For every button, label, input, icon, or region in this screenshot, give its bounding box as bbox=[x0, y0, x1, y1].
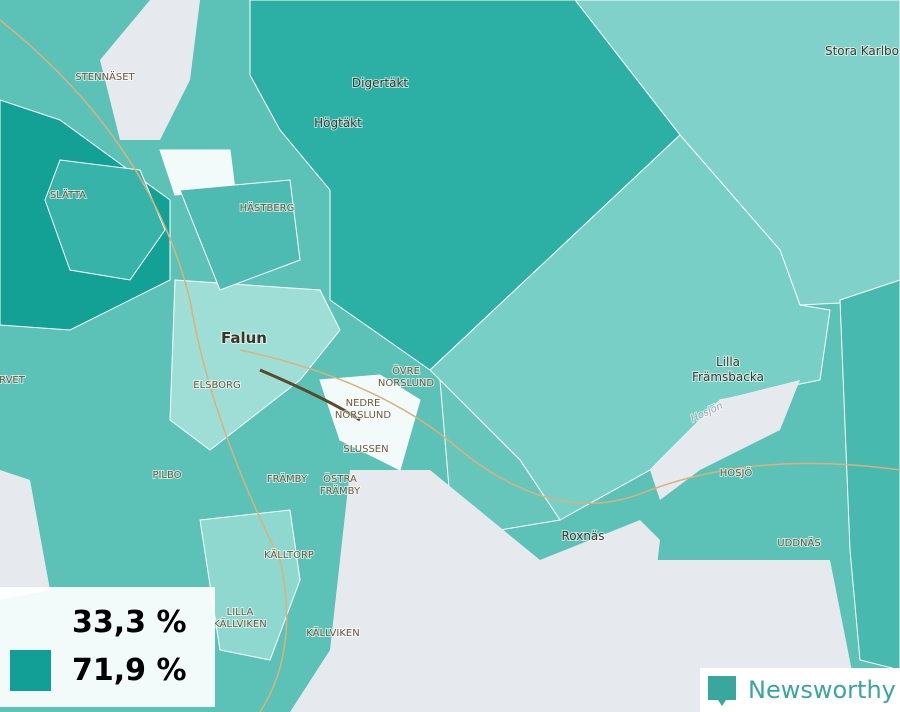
lake bbox=[100, 0, 200, 140]
road bbox=[239, 349, 900, 505]
place-label: STENNÄSET bbox=[75, 70, 135, 83]
place-label: FRÄMBY bbox=[267, 472, 308, 485]
place-label: KÄLLTORP bbox=[264, 548, 314, 561]
place-label: SLUSSEN bbox=[343, 444, 388, 455]
place-label: LILLA bbox=[227, 607, 254, 618]
brand-icon bbox=[708, 676, 736, 706]
railway bbox=[259, 368, 361, 422]
place-label: PILBO bbox=[152, 470, 181, 481]
place-label: SLÄTTA bbox=[50, 188, 86, 201]
region bbox=[44, 159, 166, 281]
place-label: Stora Karlbo bbox=[825, 44, 899, 58]
place-label: Högtäkt bbox=[314, 116, 362, 130]
region bbox=[249, 0, 681, 371]
place-label: Lilla bbox=[716, 355, 740, 369]
lake bbox=[0, 470, 50, 600]
place-label: HOSJÖ bbox=[720, 466, 753, 479]
water bbox=[290, 470, 660, 712]
place-label: KÄLLVIKEN bbox=[306, 626, 359, 639]
place-label: RVET bbox=[0, 375, 26, 386]
legend: 33,3 % 71,9 % bbox=[0, 587, 215, 707]
region bbox=[179, 179, 301, 291]
legend-label: 33,3 % bbox=[72, 605, 187, 640]
place-label: Digertäkt bbox=[352, 76, 409, 90]
brand-name: Newsworthy bbox=[748, 676, 896, 704]
brand: Newsworthy bbox=[700, 668, 900, 712]
place-label: ÖSTRA bbox=[323, 472, 357, 485]
place-label: HÄSTBERG bbox=[240, 201, 295, 214]
place-label: NORSLUND bbox=[335, 410, 392, 421]
road bbox=[0, 19, 288, 712]
region bbox=[319, 374, 421, 471]
place-label: ELSBORG bbox=[193, 380, 241, 391]
region bbox=[199, 509, 301, 661]
place-label: Främsbacka bbox=[692, 370, 764, 384]
place-label: NEDRE bbox=[346, 398, 381, 409]
region bbox=[169, 279, 341, 451]
place-label: NORSLUND bbox=[378, 378, 435, 389]
legend-label: 71,9 % bbox=[72, 653, 187, 688]
legend-swatch bbox=[10, 650, 51, 691]
region bbox=[839, 279, 900, 671]
place-label: Roxnäs bbox=[561, 529, 604, 543]
place-label: UDDNÄS bbox=[777, 536, 820, 549]
place-label: Falun bbox=[221, 329, 267, 347]
place-label: FRÄMBY bbox=[320, 484, 361, 497]
place-label: ÖVRE bbox=[392, 364, 420, 377]
legend-swatch bbox=[10, 600, 51, 641]
lake bbox=[650, 380, 800, 500]
place-label: KÄLLVIKEN bbox=[213, 617, 266, 630]
